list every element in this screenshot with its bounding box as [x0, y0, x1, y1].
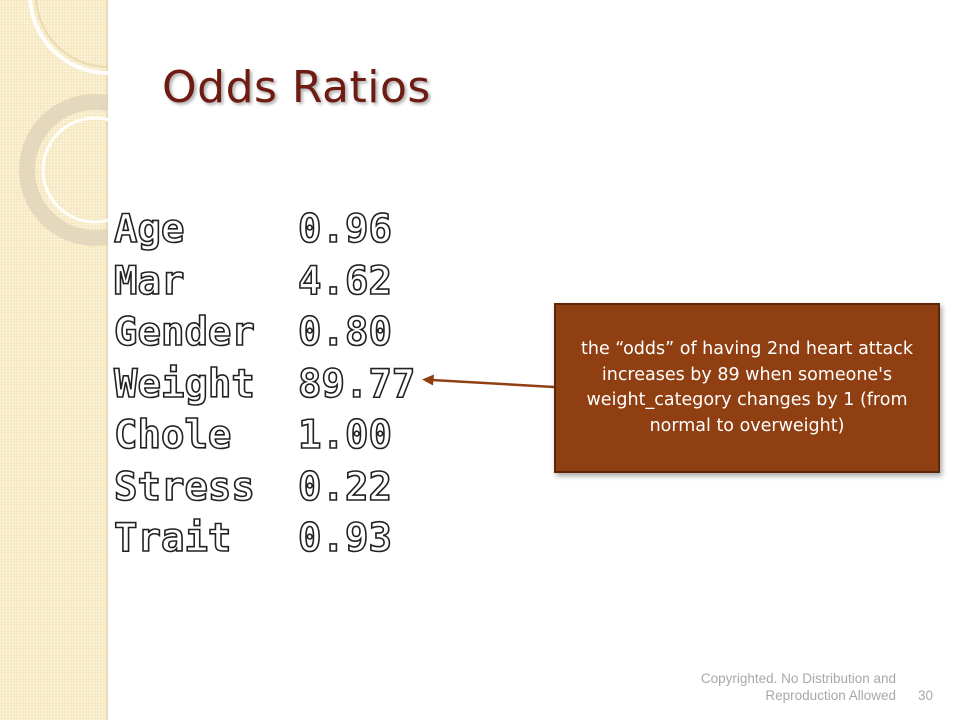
ratio-value: 89.77 — [297, 361, 416, 408]
slide-number: 30 — [918, 688, 934, 703]
ratio-row-age: Age 0.96 — [113, 204, 438, 256]
copyright-line-1: Copyrighted. No Distribution and — [700, 671, 896, 686]
decorative-circles — [19, 0, 108, 246]
ratio-label: Mar — [113, 258, 185, 305]
ratio-value: 1.00 — [297, 412, 393, 459]
callout-box: the “odds” of having 2nd heart attack in… — [554, 303, 940, 473]
slide-title: Odds Ratios — [162, 62, 431, 113]
callout-text: the “odds” of having 2nd heart attack in… — [581, 339, 913, 436]
ratio-value: 4.62 — [297, 258, 393, 305]
ratio-label: Gender — [113, 309, 255, 356]
side-band-edge — [106, 0, 108, 720]
ratio-row-stress: Stress 0.22 — [113, 462, 438, 514]
odds-ratio-table: Age 0.96 Mar 4.62 Gender 0.80 Weight 89.… — [113, 204, 438, 565]
ratio-row-gender: Gender 0.80 — [113, 307, 438, 359]
copyright-note: Copyrighted. No Distribution and Reprodu… — [650, 670, 896, 704]
decorative-circle-ring-inner — [41, 116, 108, 224]
callout-arrow — [422, 374, 555, 389]
decorative-circle-ring — [19, 94, 108, 246]
ratio-row-weight: Weight 89.77 — [113, 359, 438, 411]
ratio-value: 0.22 — [297, 464, 393, 511]
ratio-value: 0.96 — [297, 206, 393, 253]
ratio-label: Age — [113, 206, 185, 253]
ratio-row-chole: Chole 1.00 — [113, 410, 438, 462]
ratio-value: 0.93 — [297, 515, 393, 562]
arrow-head — [422, 374, 434, 386]
decorative-circle-large — [28, 0, 108, 75]
ratio-label: Weight — [113, 361, 255, 408]
ratio-row-mar: Mar 4.62 — [113, 256, 438, 308]
copyright-line-2: Reproduction Allowed — [765, 688, 896, 703]
arrow-line — [431, 378, 555, 389]
ratio-row-trait: Trait 0.93 — [113, 513, 438, 565]
ratio-label: Chole — [113, 412, 232, 459]
ratio-value: 0.80 — [297, 309, 393, 356]
ratio-label: Stress — [113, 464, 255, 511]
ratio-label: Trait — [113, 515, 232, 562]
decorative-circle-large-inner — [35, 0, 108, 68]
